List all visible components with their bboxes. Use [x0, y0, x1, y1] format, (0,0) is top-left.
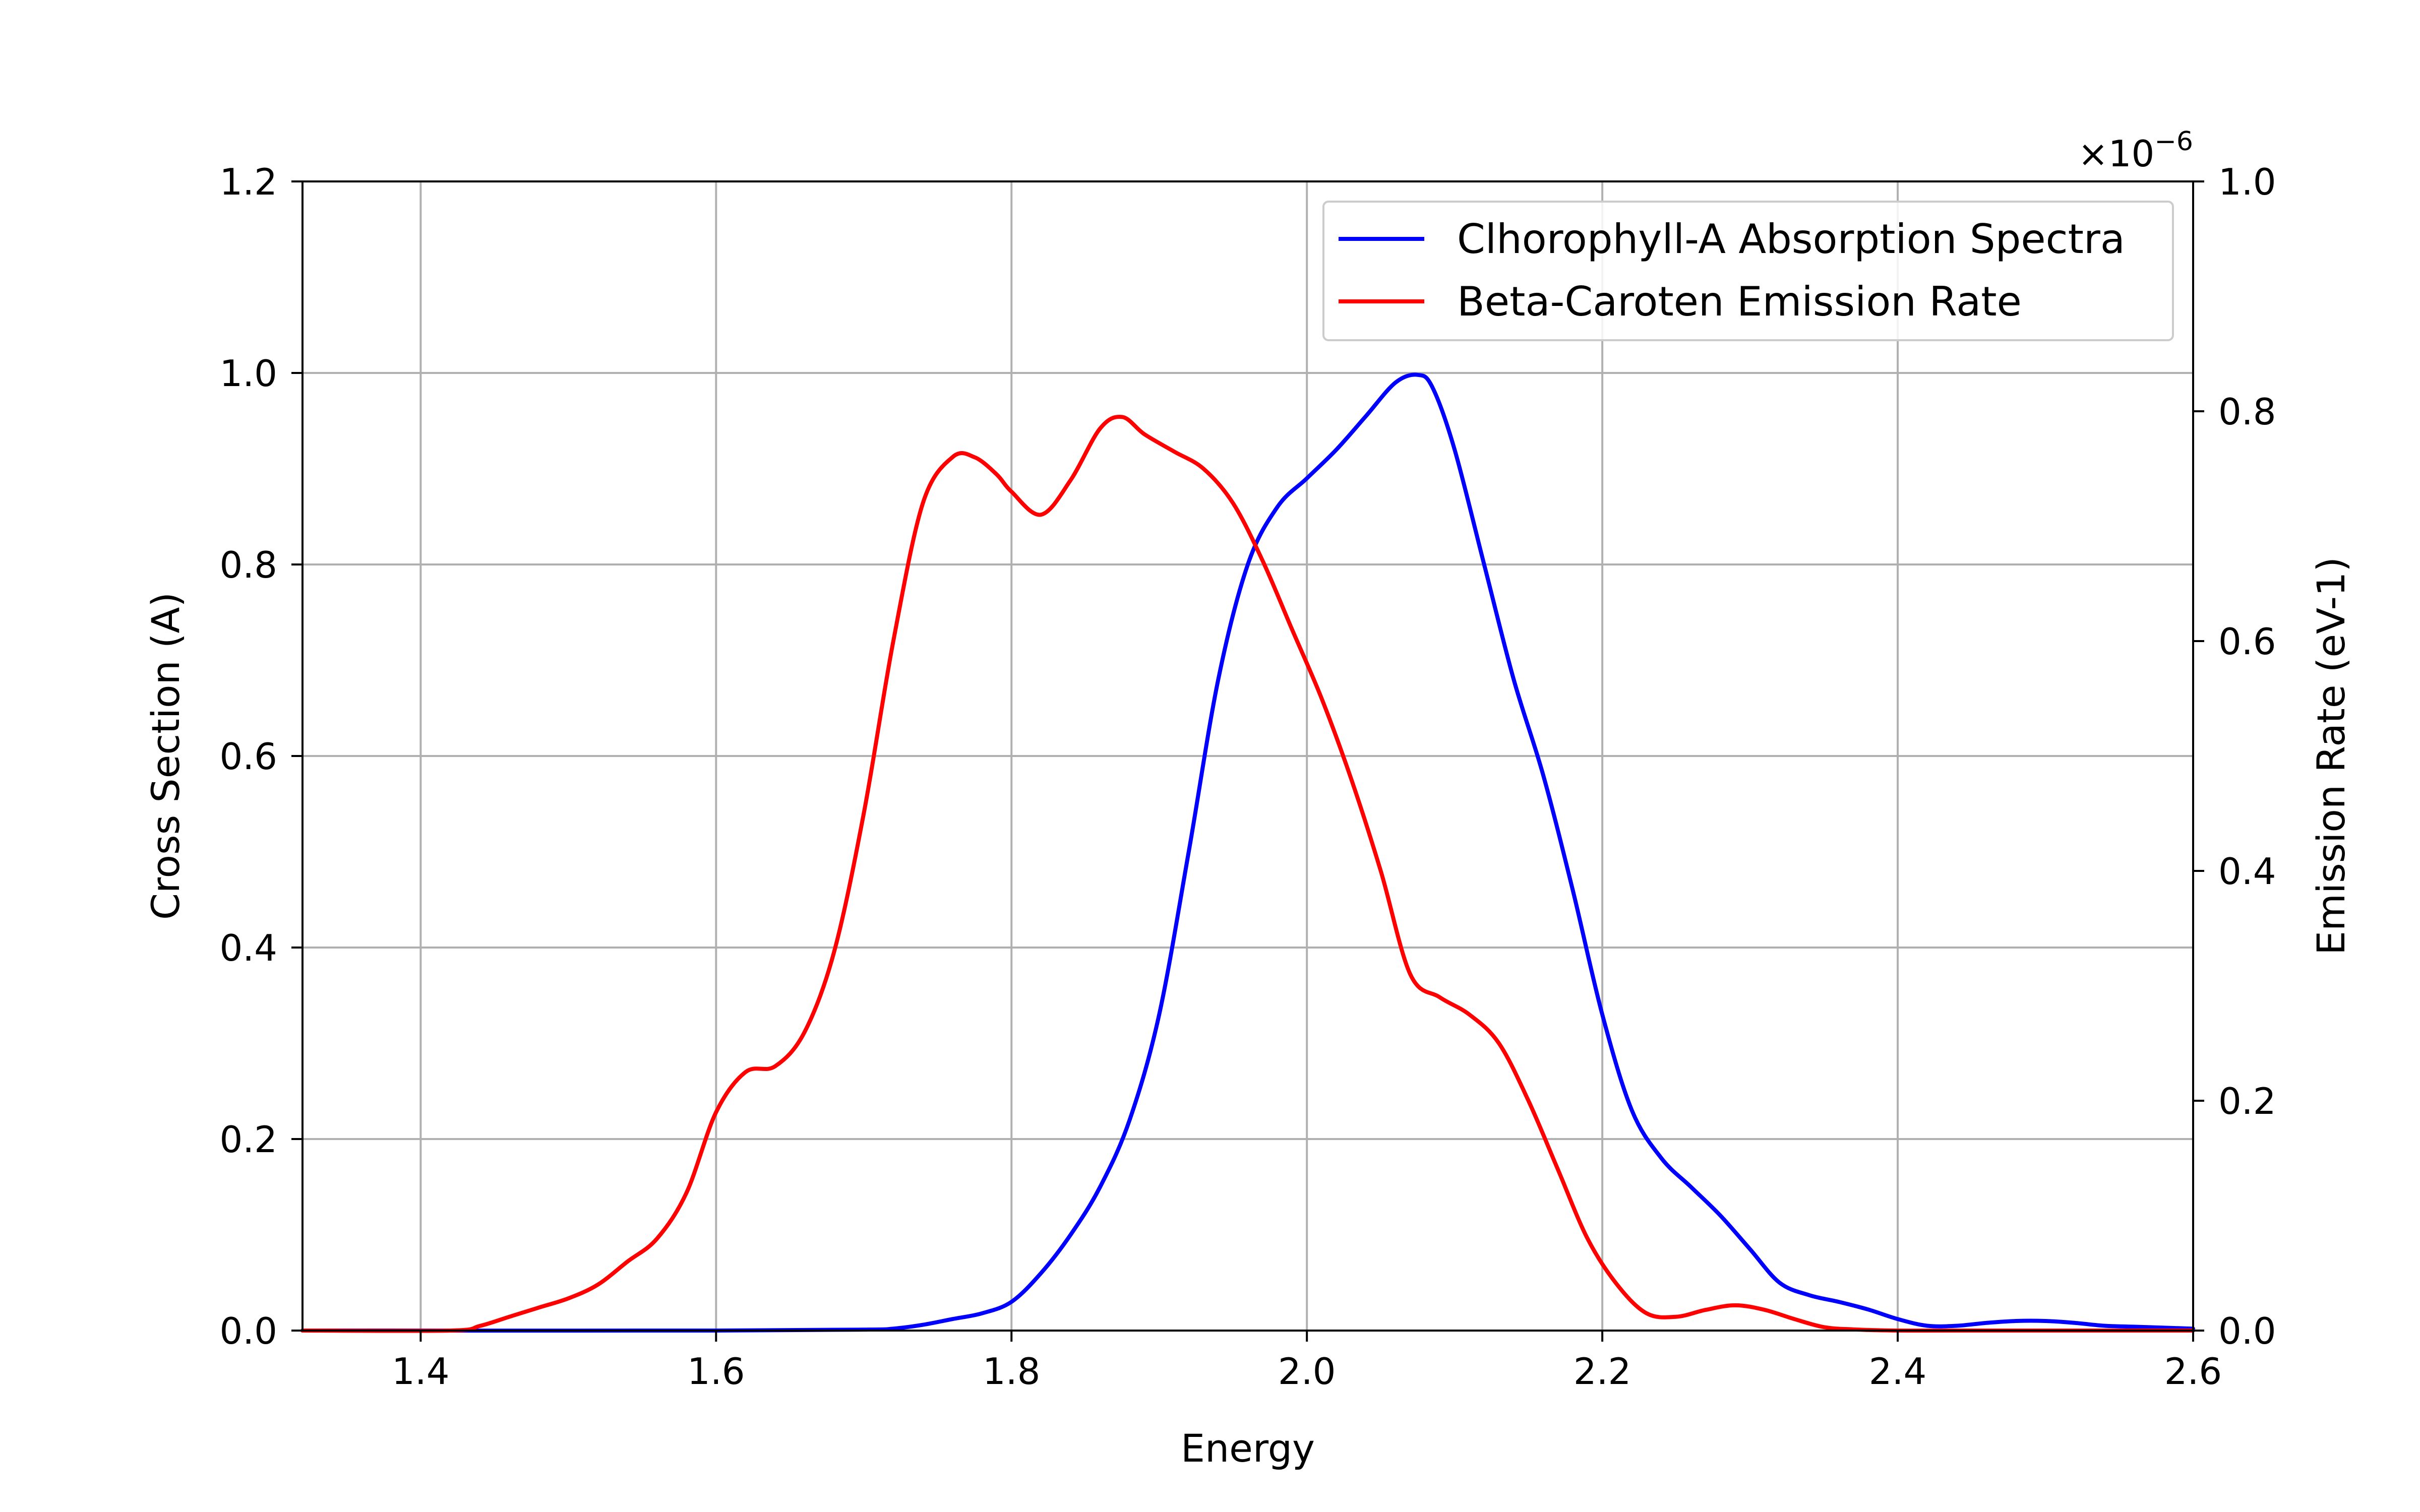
y-right-tick-label-2: 0.4 [2218, 850, 2276, 893]
y-right-tick-label-1: 0.2 [2218, 1080, 2276, 1122]
x-tick-label-3: 2.0 [1278, 1350, 1336, 1393]
x-tick-label-4: 2.2 [1574, 1350, 1631, 1393]
y-left-tick-label-1: 0.2 [219, 1118, 277, 1161]
x-tick-label-2: 1.8 [983, 1350, 1041, 1393]
y-left-tick-label-3: 0.6 [219, 735, 277, 778]
series-line-0 [300, 372, 2195, 1333]
legend-label-beta-caroten: Beta-Caroten Emission Rate [1457, 278, 2022, 325]
offset-multiplier: ×10 [2078, 133, 2154, 175]
x-axis-label: Energy [1181, 1426, 1315, 1471]
right-axis-offset-text: ×10−6 [2078, 127, 2193, 175]
legend: Clhorophyll-A Absorption Spectra Beta-Ca… [1322, 201, 2174, 341]
y-right-tick-label-0: 0.0 [2218, 1310, 2276, 1352]
x-tick-label-5: 2.4 [1869, 1350, 1927, 1393]
y-left-tick-label-4: 0.8 [219, 544, 277, 586]
x-tick-label-0: 1.4 [392, 1350, 450, 1393]
y-axis-right-label: Emission Rate (eV-1) [2309, 557, 2353, 955]
y-left-tick-label-0: 0.0 [219, 1310, 277, 1352]
y-left-tick-label-2: 0.4 [219, 927, 277, 969]
x-tick-label-6: 2.6 [2164, 1350, 2222, 1393]
x-tick-label-1: 1.6 [687, 1350, 745, 1393]
legend-label-chlorophyll: Clhorophyll-A Absorption Spectra [1457, 216, 2125, 263]
y-right-tick-label-5: 1.0 [2218, 161, 2276, 203]
series-line-1 [300, 414, 2195, 1333]
series-layer [300, 372, 2195, 1333]
y-axis-left-label: Cross Section (A) [143, 592, 188, 920]
y-right-tick-label-4: 0.8 [2218, 391, 2276, 433]
ticks: 1.4 1.6 1.8 2.0 2.2 2.4 2.60.00.20.40.60.81.01… [219, 161, 2276, 1393]
legend-box [1322, 201, 2174, 341]
y-right-tick-label-3: 0.6 [2218, 620, 2276, 663]
y-left-tick-label-6: 1.2 [219, 161, 277, 203]
y-left-tick-label-5: 1.0 [219, 352, 277, 395]
offset-exponent: −6 [2154, 127, 2193, 157]
